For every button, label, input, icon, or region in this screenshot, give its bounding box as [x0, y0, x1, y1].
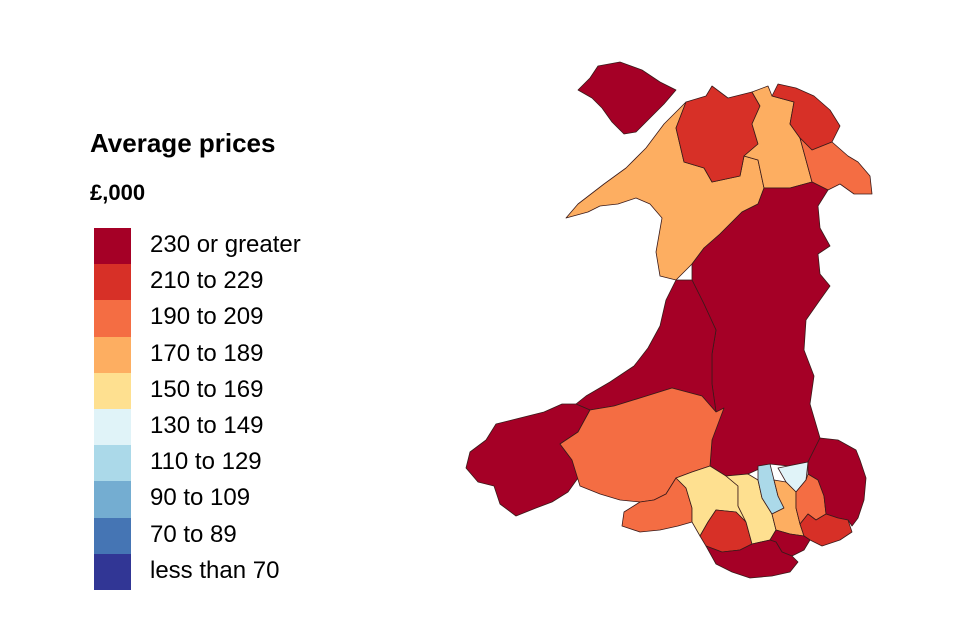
legend-swatch — [94, 336, 131, 373]
region-newport — [799, 513, 853, 547]
legend-label: 110 to 129 — [150, 448, 262, 476]
legend-subtitle: £,000 — [90, 180, 146, 205]
region-isle-of-anglesey — [577, 61, 677, 135]
region-vale-of-glamorgan — [705, 539, 799, 579]
legend-swatch — [94, 481, 131, 518]
legend-swatch — [94, 300, 131, 337]
legend-title: Average prices — [90, 128, 276, 158]
legend-label: 130 to 149 — [150, 411, 264, 439]
region-ceredigion — [575, 279, 717, 413]
region-monmouthshire — [807, 437, 867, 527]
wales-choropleth-map — [465, 61, 873, 579]
legend-swatch — [94, 228, 131, 265]
legend-label: 210 to 229 — [150, 267, 264, 295]
legend-label: 230 or greater — [150, 231, 301, 258]
legend-label: 70 to 89 — [150, 520, 237, 548]
legend-swatch — [94, 517, 131, 554]
legend-swatch — [94, 445, 131, 482]
legend-label: 90 to 109 — [150, 484, 251, 512]
region-flintshire — [771, 83, 841, 151]
map-legend: Average prices £,000 230 or greater 210 … — [0, 0, 400, 640]
legend-swatch — [94, 264, 131, 301]
legend-label: 150 to 169 — [150, 375, 264, 403]
legend-label: less than 70 — [150, 556, 280, 584]
region-pembrokeshire — [465, 403, 591, 517]
legend-swatch — [94, 408, 131, 446]
legend-label: 190 to 209 — [150, 303, 264, 331]
legend-swatch — [94, 553, 131, 590]
legend-swatch — [94, 372, 131, 409]
legend-label: 170 to 189 — [150, 339, 264, 367]
